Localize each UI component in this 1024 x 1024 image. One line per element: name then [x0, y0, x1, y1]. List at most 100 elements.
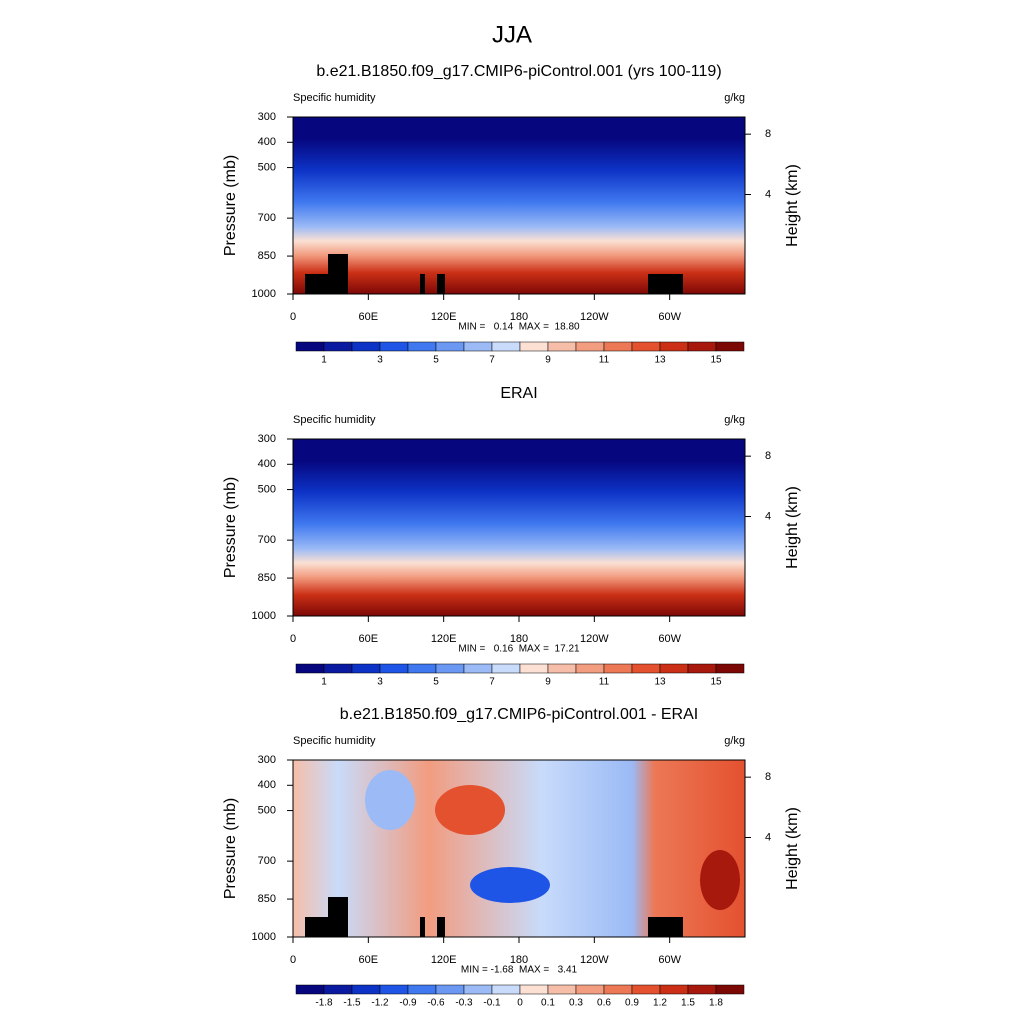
colorbar-label: 0	[517, 998, 523, 1009]
y2-tick-label: 4	[765, 510, 771, 522]
right-label: g/kg	[724, 92, 745, 104]
x-tick-label: 0	[290, 633, 296, 645]
y-tick-label: 400	[258, 458, 276, 470]
y2-axis-label: Height (km)	[784, 807, 801, 890]
colorbar-label: 15	[710, 355, 722, 366]
colorbar-label: 13	[654, 677, 666, 688]
y-tick-label: 1000	[252, 610, 276, 622]
left-label: Specific humidity	[293, 735, 376, 747]
contour-blob	[700, 850, 740, 910]
colorbar-box	[659, 663, 689, 674]
x-tick-label: 120W	[580, 954, 609, 966]
colorbar-box	[295, 341, 325, 352]
colorbar-label: -0.9	[399, 998, 417, 1009]
colorbar-label: 0.9	[625, 998, 639, 1009]
colorbar-label: -0.1	[483, 998, 501, 1009]
colorbar-box	[323, 663, 353, 674]
stats: MIN = 0.14 MAX = 18.80	[458, 322, 580, 333]
colorbar-box	[295, 663, 325, 674]
colorbar-box	[435, 663, 465, 674]
colorbar-label: -0.3	[455, 998, 473, 1009]
stats: MIN = -1.68 MAX = 3.41	[461, 965, 578, 976]
colorbar-box	[323, 341, 353, 352]
y2-tick-label: 8	[765, 771, 771, 783]
colorbar-box	[547, 341, 577, 352]
colorbar-box	[463, 341, 493, 352]
colorbar-box	[631, 984, 661, 995]
terrain	[328, 254, 348, 294]
colorbar-label: -1.8	[315, 998, 333, 1009]
colorbar-box	[491, 663, 521, 674]
colorbar-box	[491, 341, 521, 352]
terrain	[328, 897, 348, 937]
colorbar-box	[463, 663, 493, 674]
colorbar-box	[351, 663, 381, 674]
colorbar-box	[379, 663, 409, 674]
left-label: Specific humidity	[293, 414, 376, 426]
y-axis-label: Pressure (mb)	[222, 798, 239, 899]
colorbar-box	[407, 663, 437, 674]
colorbar-box	[379, 984, 409, 995]
y-tick-label: 500	[258, 161, 276, 173]
colorbar-label: 0.1	[541, 998, 555, 1009]
y2-tick-label: 4	[765, 831, 771, 843]
colorbar-label: -1.2	[371, 998, 389, 1009]
x-tick-label: 60E	[359, 633, 379, 645]
y2-axis-label: Height (km)	[784, 164, 801, 247]
colorbar-label: 5	[433, 677, 439, 688]
x-tick-label: 120W	[580, 311, 609, 323]
y-axis-label: Pressure (mb)	[222, 477, 239, 578]
y2-tick-label: 8	[765, 128, 771, 140]
colorbar-label: 9	[545, 355, 551, 366]
colorbar-label: 7	[489, 355, 495, 366]
y-tick-label: 300	[258, 754, 276, 766]
colorbar-label: 3	[377, 355, 383, 366]
y-tick-label: 500	[258, 804, 276, 816]
figure-title: JJA	[492, 21, 532, 48]
contour-blob	[365, 770, 415, 830]
colorbar-box	[715, 341, 745, 352]
y-tick-label: 300	[258, 433, 276, 445]
y-tick-label: 1000	[252, 288, 276, 300]
colorbar-box	[575, 663, 605, 674]
colorbar-label: -0.6	[427, 998, 445, 1009]
contour-blob	[435, 785, 505, 835]
colorbar-box	[687, 341, 717, 352]
colorbar-box	[435, 984, 465, 995]
y-tick-label: 1000	[252, 931, 276, 943]
x-tick-label: 180	[510, 954, 528, 966]
colorbar-label: 7	[489, 677, 495, 688]
colorbar-box	[631, 341, 661, 352]
colorbar-label: 0.3	[569, 998, 583, 1009]
colorbar-box	[519, 984, 549, 995]
x-tick-label: 60E	[359, 954, 379, 966]
colorbar-box	[715, 984, 745, 995]
colorbar-box	[351, 984, 381, 995]
x-tick-label: 120E	[431, 954, 457, 966]
terrain	[648, 917, 683, 937]
colorbar-label: 5	[433, 355, 439, 366]
colorbar-box	[323, 984, 353, 995]
colorbar-box	[435, 341, 465, 352]
y-tick-label: 700	[258, 534, 276, 546]
colorbar-label: 1	[321, 677, 327, 688]
colorbar-box	[687, 984, 717, 995]
x-tick-label: 180	[510, 311, 528, 323]
y-tick-label: 400	[258, 779, 276, 791]
colorbar-box	[351, 341, 381, 352]
x-tick-label: 0	[290, 311, 296, 323]
colorbar-box	[491, 984, 521, 995]
terrain	[648, 274, 683, 294]
y-tick-label: 850	[258, 250, 276, 262]
colorbar-box	[519, 663, 549, 674]
x-tick-label: 120W	[580, 633, 609, 645]
colorbar-box	[463, 984, 493, 995]
y-tick-label: 300	[258, 111, 276, 123]
x-tick-label: 60W	[658, 311, 681, 323]
colorbar-box	[659, 984, 689, 995]
y-tick-label: 850	[258, 572, 276, 584]
colorbar-label: 1.8	[709, 998, 723, 1009]
panel-title: b.e21.B1850.f09_g17.CMIP6-piControl.001 …	[340, 706, 698, 723]
colorbar-label: 1.5	[681, 998, 695, 1009]
colorbar-label: 1	[321, 355, 327, 366]
